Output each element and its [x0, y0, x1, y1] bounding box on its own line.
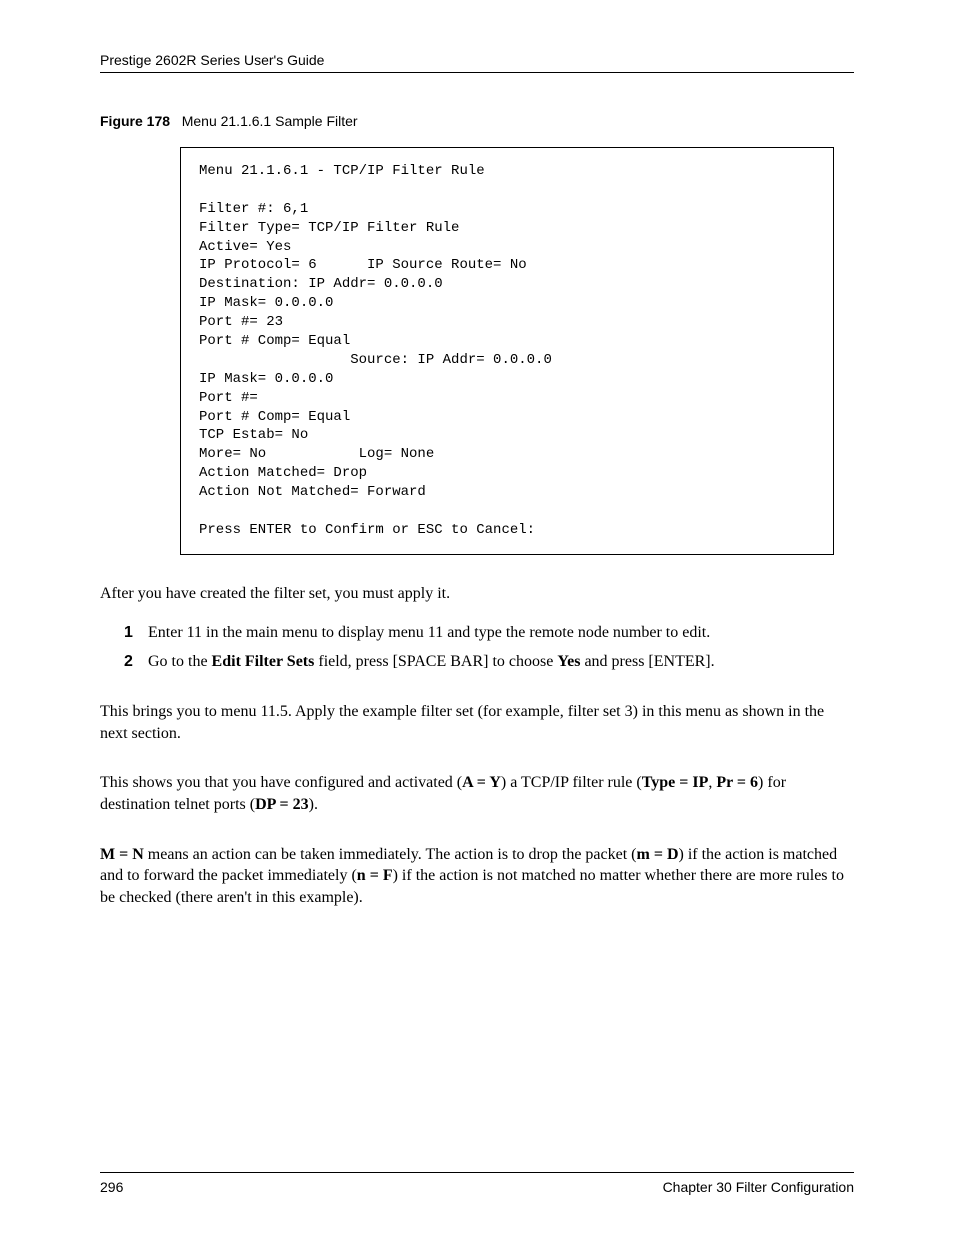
paragraph-3: This shows you that you have configured … — [100, 772, 854, 815]
step-number: 2 — [124, 651, 148, 673]
page-footer: 296 Chapter 30 Filter Configuration — [100, 1172, 854, 1195]
chapter-label: Chapter 30 Filter Configuration — [663, 1179, 854, 1195]
figure-caption: Figure 178 Menu 21.1.6.1 Sample Filter — [100, 113, 854, 129]
step-text: Go to the Edit Filter Sets field, press … — [148, 651, 715, 673]
paragraph-2: This brings you to menu 11.5. Apply the … — [100, 701, 854, 744]
figure-label: Figure 178 — [100, 113, 170, 129]
figure-title: Menu 21.1.6.1 Sample Filter — [182, 113, 358, 129]
page-number: 296 — [100, 1179, 123, 1195]
paragraph-4: M = N means an action can be taken immed… — [100, 844, 854, 909]
step-2: 2 Go to the Edit Filter Sets field, pres… — [124, 651, 854, 673]
step-1: 1 Enter 11 in the main menu to display m… — [124, 622, 854, 644]
ordered-steps: 1 Enter 11 in the main menu to display m… — [100, 622, 854, 673]
header-divider — [100, 72, 854, 73]
footer-divider — [100, 1172, 854, 1173]
running-header: Prestige 2602R Series User's Guide — [100, 52, 854, 68]
step-text: Enter 11 in the main menu to display men… — [148, 622, 710, 644]
document-page: Prestige 2602R Series User's Guide Figur… — [0, 0, 954, 1235]
paragraph-1: After you have created the filter set, y… — [100, 583, 854, 605]
code-block: Menu 21.1.6.1 - TCP/IP Filter Rule Filte… — [180, 147, 834, 555]
step-number: 1 — [124, 622, 148, 644]
